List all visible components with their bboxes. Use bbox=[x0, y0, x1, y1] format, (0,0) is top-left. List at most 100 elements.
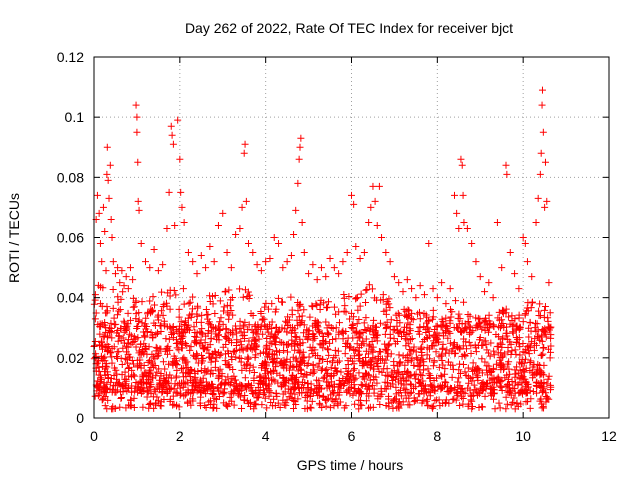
band-point bbox=[401, 335, 409, 343]
band-point bbox=[266, 346, 274, 354]
band-point bbox=[367, 345, 375, 353]
band-point bbox=[428, 381, 436, 389]
band-point bbox=[188, 386, 196, 394]
band-point bbox=[262, 299, 270, 307]
band-point bbox=[130, 360, 138, 368]
band-point bbox=[227, 379, 235, 387]
band-point bbox=[422, 311, 430, 319]
band-point bbox=[145, 400, 153, 408]
band-point bbox=[338, 328, 346, 336]
band-point bbox=[163, 323, 171, 331]
band-point bbox=[126, 401, 134, 409]
band-point bbox=[386, 334, 394, 342]
band-point bbox=[511, 389, 519, 397]
band-point bbox=[291, 390, 299, 398]
band-point bbox=[498, 343, 506, 351]
band-point bbox=[257, 310, 265, 318]
data-point bbox=[126, 264, 134, 272]
band-point bbox=[430, 358, 438, 366]
band-point bbox=[128, 388, 136, 396]
band-point bbox=[544, 375, 552, 383]
data-point bbox=[481, 288, 489, 296]
band-point bbox=[172, 361, 180, 369]
band-point bbox=[220, 303, 228, 311]
band-point bbox=[487, 339, 495, 347]
band-point bbox=[335, 357, 343, 365]
band-point bbox=[498, 376, 506, 384]
band-point bbox=[138, 298, 146, 306]
band-point bbox=[414, 310, 422, 318]
band-point bbox=[463, 325, 471, 333]
data-point bbox=[202, 264, 210, 272]
band-point bbox=[373, 360, 381, 368]
band-point bbox=[355, 369, 363, 377]
band-point bbox=[306, 343, 314, 351]
band-point bbox=[303, 326, 311, 334]
band-point bbox=[219, 390, 227, 398]
band-point bbox=[382, 346, 390, 354]
band-point bbox=[169, 392, 177, 400]
band-point bbox=[326, 404, 334, 412]
band-point bbox=[435, 338, 443, 346]
band-point bbox=[226, 363, 234, 371]
data-point bbox=[390, 273, 398, 281]
band-point bbox=[236, 317, 244, 325]
data-point bbox=[283, 258, 291, 266]
band-point bbox=[455, 310, 463, 318]
band-point bbox=[241, 318, 249, 326]
band-point bbox=[374, 363, 382, 371]
band-point bbox=[497, 359, 505, 367]
band-point bbox=[486, 324, 494, 332]
band-point bbox=[414, 328, 422, 336]
band-point bbox=[91, 315, 99, 323]
band-point bbox=[385, 341, 393, 349]
y-tick-label: 0.02 bbox=[57, 350, 84, 366]
data-point bbox=[101, 227, 109, 235]
data-point bbox=[154, 267, 162, 275]
band-point bbox=[233, 336, 241, 344]
band-point bbox=[370, 385, 378, 393]
band-point bbox=[349, 391, 357, 399]
data-point bbox=[279, 264, 287, 272]
band-point bbox=[94, 391, 102, 399]
band-point bbox=[142, 345, 150, 353]
band-point bbox=[353, 320, 361, 328]
band-point bbox=[324, 298, 332, 306]
band-point bbox=[218, 379, 226, 387]
band-point bbox=[448, 373, 456, 381]
band-point bbox=[199, 330, 207, 338]
band-point bbox=[376, 356, 384, 364]
band-point bbox=[438, 373, 446, 381]
band-point bbox=[207, 366, 215, 374]
band-point bbox=[482, 366, 490, 374]
band-point bbox=[314, 326, 322, 334]
data-point bbox=[534, 194, 542, 202]
band-point bbox=[475, 320, 483, 328]
band-point bbox=[271, 377, 279, 385]
band-point bbox=[545, 372, 553, 380]
band-point bbox=[233, 329, 241, 337]
band-point bbox=[125, 336, 133, 344]
band-point bbox=[499, 334, 507, 342]
band-point bbox=[193, 312, 201, 320]
band-point bbox=[304, 335, 312, 343]
data-point bbox=[442, 300, 450, 308]
band-point bbox=[236, 387, 244, 395]
band-point bbox=[272, 389, 280, 397]
band-point bbox=[154, 316, 162, 324]
band-point bbox=[238, 405, 246, 413]
data-point bbox=[463, 224, 471, 232]
band-point bbox=[147, 400, 155, 408]
band-point bbox=[451, 349, 459, 357]
band-point bbox=[421, 385, 429, 393]
band-point bbox=[505, 313, 513, 321]
band-point bbox=[97, 342, 105, 350]
band-point bbox=[240, 396, 248, 404]
band-point bbox=[489, 321, 497, 329]
data-point bbox=[399, 288, 407, 296]
band-point bbox=[535, 311, 543, 319]
band-point bbox=[268, 340, 276, 348]
band-point bbox=[316, 401, 324, 409]
band-point bbox=[527, 304, 535, 312]
band-point bbox=[172, 291, 180, 299]
